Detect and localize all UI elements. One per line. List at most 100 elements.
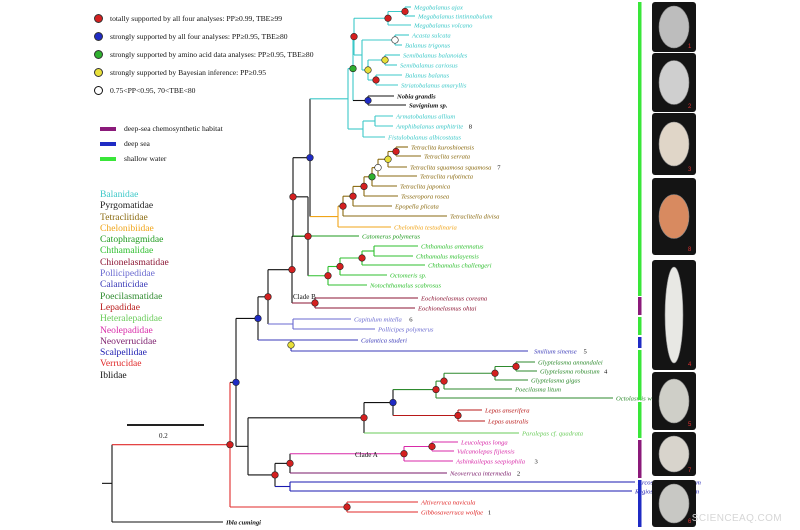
- specimen-shell: [658, 194, 690, 239]
- support-node-aa: [349, 64, 357, 73]
- specimen-photo: 8: [652, 178, 696, 255]
- taxon-label: Amphibalanus amphitrite: [395, 124, 463, 131]
- support-node-p99: [350, 33, 358, 41]
- support-node-p99: [360, 182, 368, 191]
- taxon-label: Tetraclita rufotincta: [420, 174, 474, 181]
- taxon-label: Smilium sinense: [534, 349, 577, 356]
- group-number: 3: [535, 459, 539, 466]
- support-node-p99: [400, 450, 408, 458]
- specimen-shell: [658, 60, 690, 105]
- family-name: Lepadidae: [100, 301, 140, 313]
- specimen-photo: 4: [652, 260, 696, 370]
- support-node-bi: [384, 155, 392, 163]
- support-nodes: [226, 7, 520, 511]
- taxon-label: Notochthamalus scabrosus: [369, 283, 441, 290]
- taxon-label: Paralepas cf. quadrata: [521, 431, 584, 438]
- photo-number: 6: [688, 519, 692, 525]
- family-name: Tetraclitidae: [100, 211, 148, 223]
- support-node-p99: [288, 266, 296, 274]
- taxon-label: Vulcanolepas fijiensis: [457, 449, 515, 456]
- taxon-label: Eochionelasmus coreana: [420, 296, 488, 303]
- taxon-label: Pollicipes polymerus: [377, 327, 434, 334]
- family-name: Scalpellidae: [100, 347, 147, 359]
- support-node-p99: [289, 193, 297, 201]
- taxon-label: Tetraclitella divisa: [450, 214, 500, 221]
- support-node-p99: [304, 232, 312, 240]
- habitat-bar-chemo: [638, 297, 642, 315]
- legend-label: strongly supported by amino acid data an…: [110, 49, 314, 59]
- taxon-label: Fistulobalanus albicostatus: [387, 135, 462, 142]
- photo-number: 3: [688, 167, 692, 173]
- taxon-label: Tesseropora rosea: [401, 194, 450, 201]
- support-legend: totally supported by all four analyses: …: [94, 10, 394, 100]
- support-node-p99: [384, 14, 392, 22]
- support-node-bi: [287, 341, 295, 349]
- specimen-photo: 6: [652, 480, 696, 527]
- legend-item-wk: 0.75<PP<0.95, 70<TBE<80: [94, 82, 394, 98]
- support-node-p95: [364, 96, 372, 105]
- specimen-photo: 1: [652, 2, 696, 52]
- habitat-bar-shallow: [638, 402, 642, 438]
- habitat-bar-shallow: [638, 350, 642, 400]
- support-node-p99: [401, 7, 409, 16]
- specimen-shell: [658, 121, 690, 167]
- taxon-label: Catomerus polymerus: [362, 234, 420, 241]
- family-name: Pyrgomatidae: [100, 200, 154, 212]
- taxon-label: Eochionelasmus ohtai: [417, 306, 477, 313]
- support-node-p95: [254, 314, 262, 323]
- support-node-p99: [491, 369, 499, 377]
- taxon-label: Chthamalus challengeri: [428, 263, 492, 270]
- support-node-p99: [311, 299, 319, 307]
- support-node-bi: [364, 66, 372, 74]
- scale-label: 0.2: [159, 432, 168, 440]
- taxon-label: Tetraclita kuroshioensis: [411, 145, 475, 152]
- habitat-item-deep: deep sea: [100, 137, 260, 150]
- habitat-bar-shallow: [638, 317, 642, 335]
- legend-item-bi: strongly supported by Bayesian inference…: [94, 64, 394, 80]
- family-name: Chionelasmatidae: [100, 256, 169, 268]
- taxon-label: Calantica studeri: [361, 338, 407, 345]
- specimen-shell: [658, 483, 690, 524]
- group-number: 7: [497, 165, 501, 172]
- taxon-label: Armatobalanus allium: [395, 114, 455, 121]
- specimen-shell: [658, 435, 690, 473]
- support-node-p99: [226, 441, 234, 449]
- group-number: 8: [469, 124, 473, 131]
- group-number: 2: [517, 471, 520, 478]
- taxon-label: Megabalanus ajax: [413, 5, 463, 12]
- taxon-label: Chthamalus malayensis: [416, 254, 479, 261]
- taxon-label: Neoverruca intermedia: [449, 471, 512, 478]
- legend-label: 0.75<PP<0.95, 70<TBE<80: [110, 85, 196, 95]
- family-name: Calanticidae: [100, 279, 148, 291]
- legend-dot: [94, 67, 103, 77]
- taxon-label: Poecilasma litum: [514, 387, 561, 394]
- taxon-label: Semibalanus balanoides: [403, 53, 468, 60]
- support-node-p99: [432, 385, 440, 394]
- taxon-label: Balanus trigonus: [405, 43, 451, 50]
- habitat-label: shallow water: [124, 154, 167, 163]
- taxon-labels: Megabalanus ajax Megabalanus tintinnabulu…: [225, 5, 701, 527]
- taxon-label: Epopella plicata: [394, 204, 439, 211]
- support-node-p99: [339, 202, 347, 210]
- taxon-label: Striatobalanus amaryllis: [401, 83, 467, 90]
- habitat-bar-deep: [638, 337, 642, 348]
- taxon-label: Ashinkailepas seepiophila: [455, 459, 526, 466]
- group-number: 6: [409, 317, 413, 324]
- support-node-bi: [381, 56, 389, 64]
- legend-label: strongly supported by Bayesian inference…: [110, 67, 267, 77]
- legend-dot: [94, 13, 103, 23]
- taxon-label: Gibbosaverruca wolfae: [421, 510, 483, 517]
- support-node-p99: [392, 147, 400, 156]
- support-node-p99: [512, 362, 520, 371]
- family-name: Iblidae: [100, 369, 127, 381]
- family-name: Verrucidae: [100, 358, 142, 370]
- clade-label: Clade A: [355, 451, 378, 459]
- habitat-label: deep-sea chemosynthetic habitat: [124, 124, 223, 133]
- habitat-bars: [638, 2, 642, 527]
- support-node-aa: [368, 173, 376, 181]
- taxon-label: Ibla cumingi: [225, 520, 261, 527]
- family-name: Chthamalidae: [100, 245, 154, 257]
- support-node-p99: [372, 76, 380, 84]
- support-node-p99: [454, 411, 462, 420]
